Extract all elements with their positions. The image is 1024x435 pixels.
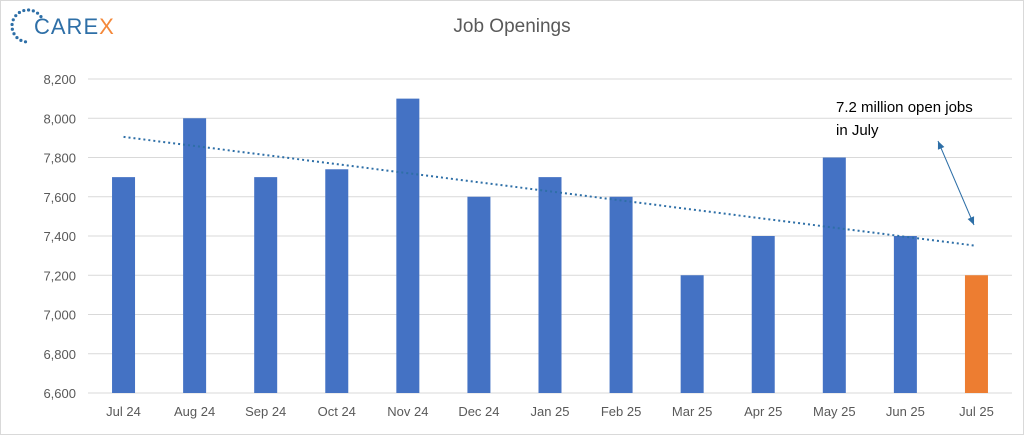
bar-aug-24	[183, 118, 207, 393]
x-tick-label: Sep 24	[245, 404, 286, 419]
x-tick-label: Dec 24	[458, 404, 499, 419]
annotation-arrow-line	[937, 140, 975, 226]
y-tick-label: 7,600	[43, 190, 76, 205]
chart-title: Job Openings	[453, 16, 571, 37]
logo-dot	[17, 10, 21, 15]
annotation-text: 7.2 million open jobs in July	[836, 96, 1006, 142]
logo-wordmark: CAREX	[34, 14, 115, 39]
y-tick-label: 6,800	[43, 347, 76, 362]
x-tick-label: Nov 24	[387, 404, 428, 419]
bar-jul-25	[964, 275, 988, 393]
trendline	[123, 135, 977, 247]
y-tick-label: 7,000	[43, 308, 76, 323]
y-tick-label: 7,200	[43, 268, 76, 283]
logo-dot	[15, 35, 19, 40]
bar-nov-24	[396, 98, 420, 393]
y-tick-label: 7,800	[43, 151, 76, 166]
bar-jul-24	[112, 177, 136, 393]
bar-may-25	[822, 157, 846, 393]
arrowhead	[937, 141, 945, 150]
logo-dot	[14, 14, 18, 18]
carex-logo: CAREX	[6, 4, 116, 48]
y-tick-label: 6,600	[43, 386, 76, 401]
logo-dot	[22, 8, 26, 13]
logo-dot	[39, 14, 43, 19]
annotation-arrow	[937, 140, 975, 226]
bar-mar-25	[680, 275, 704, 393]
logo-dot	[35, 11, 40, 15]
logo-dot	[26, 8, 31, 12]
annotation-line-1: 7.2 million open jobs	[836, 99, 973, 116]
x-tick-label: Mar 25	[672, 404, 712, 419]
x-tick-label: May 25	[813, 404, 856, 419]
logo-dot	[12, 32, 16, 36]
logo-dot	[10, 22, 14, 27]
logo-dots-icon	[10, 8, 43, 44]
y-tick-label: 7,400	[43, 229, 76, 244]
annotation-line-2: in July	[836, 122, 879, 139]
x-tick-label: Jul 24	[106, 404, 141, 419]
y-tick-label: 8,000	[43, 111, 76, 126]
linear-trendline	[123, 135, 977, 247]
x-tick-label: Jan 25	[530, 404, 569, 419]
bar-oct-24	[325, 169, 349, 393]
y-axis-tick-labels: 6,600 6,800 7,000 7,200 7,400 7,600 7,800 8,000…	[43, 72, 76, 401]
x-tick-label: Apr 25	[744, 404, 782, 419]
bar-sep-24	[254, 177, 278, 393]
logo-dot	[11, 18, 15, 22]
x-tick-label: Jul 25	[959, 404, 994, 419]
logo-dot	[19, 38, 23, 42]
bar-jun-25	[893, 236, 917, 393]
x-axis-tick-labels: Jul 24 Aug 24 Sep 24 Oct 24 Nov 24 Dec 24 Jan …	[106, 404, 994, 419]
logo-dot	[23, 40, 28, 44]
x-tick-label: Oct 24	[318, 404, 356, 419]
bar-jan-25	[538, 177, 562, 393]
logo-dot	[10, 27, 14, 31]
y-tick-label: 8,200	[43, 72, 76, 87]
x-tick-label: Feb 25	[601, 404, 641, 419]
x-tick-label: Aug 24	[174, 404, 215, 419]
x-tick-label: Jun 25	[886, 404, 925, 419]
bar-dec-24	[467, 196, 491, 393]
arrowhead	[967, 216, 975, 225]
logo-dot	[31, 9, 35, 13]
bar-apr-25	[751, 236, 775, 393]
bars	[112, 98, 988, 393]
bar-feb-25	[609, 196, 633, 393]
